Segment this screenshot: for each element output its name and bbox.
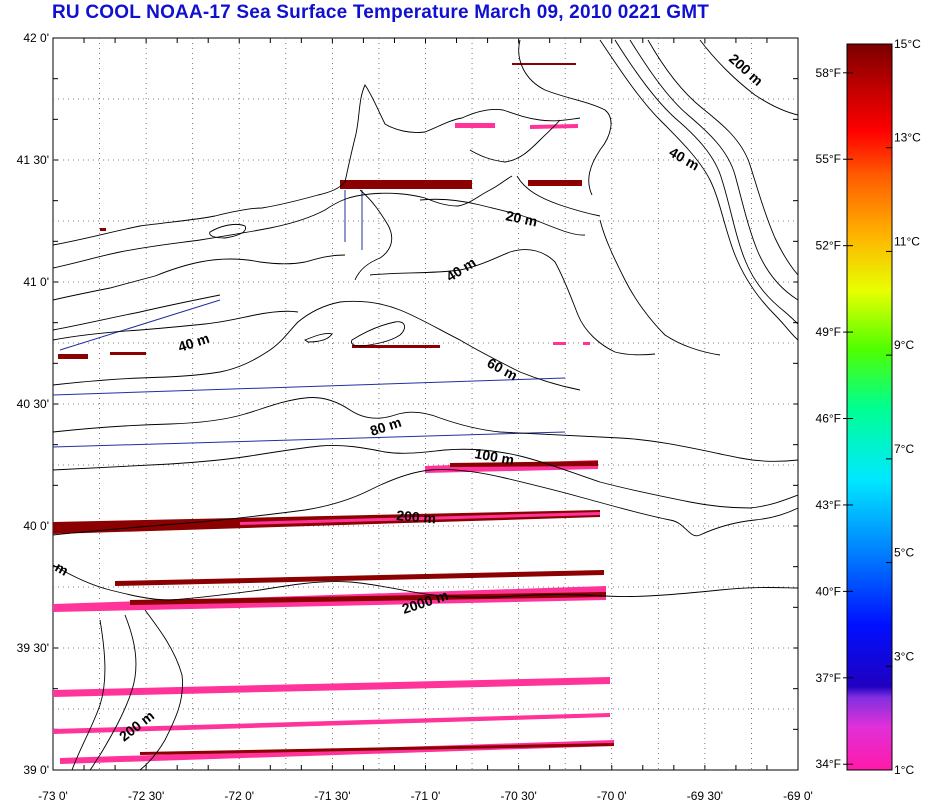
sst-strip: [528, 180, 582, 186]
sst-strip: [583, 342, 590, 345]
lat-label: 39 0': [23, 763, 49, 777]
isobath-80m: [53, 397, 798, 462]
coastline-path: [354, 189, 393, 281]
colorbar-gradient: [846, 43, 893, 771]
fahrenheit-label: 34°F: [816, 757, 841, 771]
sst-strip: [140, 743, 614, 755]
isobath-label: 200 m: [396, 507, 437, 526]
lon-label: -70 30': [500, 789, 536, 803]
lon-label: -71 0': [411, 789, 441, 803]
lon-label: -69 30': [687, 789, 723, 803]
celsius-label: 7°C: [894, 442, 914, 456]
sst-strip: [455, 123, 495, 128]
coastline-path: [469, 119, 561, 163]
celsius-label: 9°C: [894, 338, 914, 352]
lat-label: 41 30': [17, 153, 49, 167]
lon-label: -72 30': [128, 789, 164, 803]
celsius-label: 15°C: [894, 37, 921, 51]
sst-strip: [352, 345, 440, 348]
track-line: [59, 299, 221, 351]
isobath-20m: [419, 198, 586, 236]
fahrenheit-label: 37°F: [816, 671, 841, 685]
sst-strip: [100, 228, 106, 231]
graticule: [52, 37, 799, 771]
isobath-slope: [699, 39, 798, 116]
isobath-label: 20 m: [504, 207, 539, 229]
fahrenheit-label: 49°F: [816, 325, 841, 339]
fahrenheit-label: 46°F: [816, 412, 841, 426]
lat-label: 40 30': [17, 397, 49, 411]
isobath-40m-west: [53, 310, 299, 341]
fahrenheit-label: 40°F: [816, 584, 841, 598]
sst-strip: [340, 180, 472, 189]
lat-label: 39 30': [17, 641, 49, 655]
fahrenheit-label: 55°F: [816, 152, 841, 166]
fahrenheit-label: 52°F: [816, 239, 841, 253]
isobath-gb: [518, 39, 612, 196]
lon-label: -73 0': [38, 789, 68, 803]
sst-strip: [130, 592, 606, 605]
lat-label: 41 0': [23, 275, 49, 289]
satellite-tracks: [53, 190, 566, 448]
isobath-200m: [53, 469, 798, 537]
isobath-slope: [599, 39, 798, 341]
isobath-slope: [629, 39, 798, 301]
celsius-label: 5°C: [894, 546, 914, 560]
coastline: [53, 84, 601, 347]
sst-strip: [512, 63, 576, 65]
sst-strip: [58, 354, 88, 359]
island: [351, 321, 406, 347]
coastline-path: [53, 175, 513, 269]
coastline-path: [53, 294, 221, 331]
axis-labels: 42 0' 41 30' 41 0' 40 30' 40 0' 39 30' 39 0' -7…: [17, 31, 813, 803]
isobath-shelf: [89, 614, 137, 770]
map-title: RU COOL NOAA-17 Sea Surface Temperature …: [52, 2, 710, 23]
track-line: [53, 377, 566, 396]
lat-label: 40 0': [23, 519, 49, 533]
fahrenheit-label: 43°F: [816, 498, 841, 512]
sst-strip: [450, 461, 598, 467]
isobath-100m: [53, 445, 798, 509]
celsius-label: 13°C: [894, 131, 921, 145]
isobath-40m: [369, 249, 656, 356]
lon-label: -69 0': [783, 789, 813, 803]
sst-strip: [240, 512, 600, 525]
isobath-label: 100 m: [473, 445, 515, 468]
lon-label: -72 0': [224, 789, 254, 803]
sst-strip: [110, 352, 146, 355]
sst-strip: [115, 570, 604, 586]
island: [304, 333, 333, 343]
coastline-path: [516, 175, 601, 217]
sst-strip: [53, 677, 610, 697]
colorbar-labels: 15°C 13°C 11°C 9°C 7°C 5°C 3°C 1°C 58°F 55°F 52°F 4…: [816, 37, 922, 777]
isobath-slope: [614, 39, 798, 325]
lon-label: -70 0': [597, 789, 627, 803]
lat-label: 42 0': [23, 31, 49, 45]
coastline-path: [53, 254, 346, 301]
celsius-label: 3°C: [894, 649, 914, 663]
island: [209, 223, 246, 239]
colorbar: 15°C 13°C 11°C 9°C 7°C 5°C 3°C 1°C 58°F 55°F 52°F 4…: [816, 37, 922, 777]
lon-label: -71 30': [314, 789, 350, 803]
track-line: [53, 431, 566, 448]
isobath-60m: [53, 300, 581, 391]
sst-swath-strips: [53, 63, 614, 764]
sst-strip: [553, 342, 566, 345]
isobath-shelf: [71, 619, 106, 770]
isobath-2000m: [53, 564, 798, 601]
isobath-slope: [647, 39, 798, 276]
isobath-shelf: [139, 609, 183, 770]
fahrenheit-label: 58°F: [816, 66, 841, 80]
celsius-label: 1°C: [894, 763, 914, 777]
sst-strip: [53, 713, 610, 734]
coastline-path: [53, 84, 581, 246]
isobath-contours: [53, 39, 798, 770]
celsius-label: 11°C: [894, 234, 920, 248]
isobath-gb: [599, 219, 721, 356]
